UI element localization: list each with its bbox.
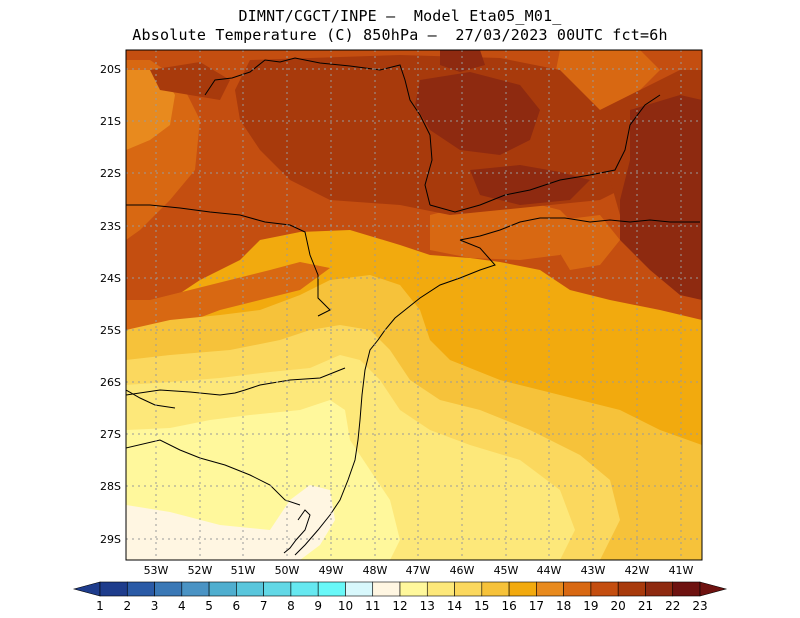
colorbar-label: 14 — [447, 599, 462, 613]
state-border-south-3 — [126, 439, 301, 506]
colorbar-left-arrow — [72, 581, 101, 597]
field-12 — [126, 485, 335, 560]
colorbar-label: 20 — [611, 599, 626, 613]
colorbar-label: 11 — [365, 599, 380, 613]
colorbar-label: 9 — [314, 599, 322, 613]
colorbar-label: 23 — [692, 599, 707, 613]
colorbar-label: 8 — [287, 599, 295, 613]
colorbar-label: 6 — [233, 599, 241, 613]
colorbar-segment — [154, 581, 183, 597]
colorbar-label: 10 — [338, 599, 353, 613]
colorbar-segment — [645, 581, 674, 597]
colorbar-label: 5 — [205, 599, 213, 613]
colorbar-segment — [399, 581, 428, 597]
lon-label: 45W — [494, 564, 519, 577]
field-22-a — [415, 72, 540, 155]
field-19-c — [430, 200, 580, 260]
lon-label: 42W — [625, 564, 650, 577]
lon-label: 43W — [581, 564, 606, 577]
lon-label: 50W — [275, 564, 300, 577]
lat-label: 28S — [100, 480, 121, 493]
coastline-sp — [459, 217, 700, 241]
colorbar-label: 1 — [96, 599, 104, 613]
lon-label: 41W — [669, 564, 694, 577]
colorbar-label: 13 — [420, 599, 435, 613]
state-border-west — [126, 389, 176, 409]
colorbar-segment — [208, 581, 237, 597]
colorbar-segment — [426, 581, 455, 597]
lat-label: 21S — [100, 115, 121, 128]
colorbar-segment — [481, 581, 510, 597]
colorbar-label: 12 — [392, 599, 407, 613]
state-border-north — [204, 57, 433, 206]
lon-label: 51W — [231, 564, 256, 577]
colorbar-label: 2 — [123, 599, 131, 613]
lat-label: 23S — [100, 220, 121, 233]
colorbar-label: 3 — [151, 599, 159, 613]
field-22-b — [440, 50, 485, 72]
colorbar-segment — [536, 581, 564, 597]
colorbar-segment — [290, 581, 319, 597]
map-frame — [125, 49, 703, 561]
lon-label: 52W — [188, 564, 213, 577]
colorbar-label: 22 — [665, 599, 680, 613]
lon-label: 53W — [144, 564, 169, 577]
lon-label: 46W — [450, 564, 475, 577]
coastline-main — [294, 239, 496, 556]
colorbar-segment — [672, 581, 701, 597]
colorbar-segment — [617, 581, 646, 597]
colorbar-segment — [99, 581, 128, 597]
colorbar-right-arrow — [699, 581, 728, 597]
lon-label: 48W — [363, 564, 388, 577]
colorbar-segment — [263, 581, 292, 597]
colorbar-segment — [454, 581, 483, 597]
lon-axis: 53W 52W 51W 50W 49W 48W 47W 46W 45W 44W … — [144, 564, 694, 577]
lat-axis: 20S 21S 22S 23S 24S 25S 26S 27S 28S 29S — [100, 63, 121, 546]
state-border-east — [429, 94, 661, 213]
lon-label: 44W — [537, 564, 562, 577]
temperature-field — [126, 50, 702, 560]
lat-label: 24S — [100, 272, 121, 285]
colorbar-segment — [590, 581, 619, 597]
colorbar: 1 2 3 4 5 6 7 8 9 10 11 12 13 14 15 16 17 18 19 20 21 22 23 — [72, 581, 728, 613]
colorbar-label: 16 — [501, 599, 516, 613]
lat-label: 27S — [100, 428, 121, 441]
colorbar-segment — [508, 581, 537, 597]
lat-label: 26S — [100, 376, 121, 389]
state-border-south-1 — [126, 204, 331, 317]
state-border-south-2 — [126, 367, 346, 396]
lat-label: 25S — [100, 324, 121, 337]
colorbar-label: 19 — [583, 599, 598, 613]
lat-label: 20S — [100, 63, 121, 76]
colorbar-segment — [345, 581, 374, 597]
lon-label: 49W — [319, 564, 344, 577]
colorbar-segment — [181, 581, 210, 597]
field-22-d — [470, 165, 590, 205]
colorbar-label: 18 — [556, 599, 571, 613]
colorbar-segment — [372, 581, 401, 597]
field-21-c — [150, 62, 230, 100]
title-line-1: DIMNT/CGCT/INPE — Model Eta05_M01_ — [238, 7, 562, 25]
colorbar-label: 15 — [474, 599, 489, 613]
lat-label: 22S — [100, 167, 121, 180]
lake-patos — [283, 509, 311, 554]
grid-lines — [126, 50, 702, 560]
lat-label: 29S — [100, 533, 121, 546]
coastline-borders — [126, 57, 700, 556]
colorbar-label: 4 — [178, 599, 186, 613]
colorbar-label: 17 — [529, 599, 544, 613]
lon-label: 47W — [406, 564, 431, 577]
colorbar-label: 7 — [260, 599, 268, 613]
colorbar-label: 21 — [638, 599, 653, 613]
colorbar-segment — [236, 581, 264, 597]
colorbar-segment — [126, 581, 155, 597]
colorbar-segment — [563, 581, 592, 597]
colorbar-segment — [317, 581, 346, 597]
field-19-e — [555, 215, 620, 270]
title-line-2: Absolute Temperature (C) 850hPa — 27/03/… — [132, 26, 668, 44]
